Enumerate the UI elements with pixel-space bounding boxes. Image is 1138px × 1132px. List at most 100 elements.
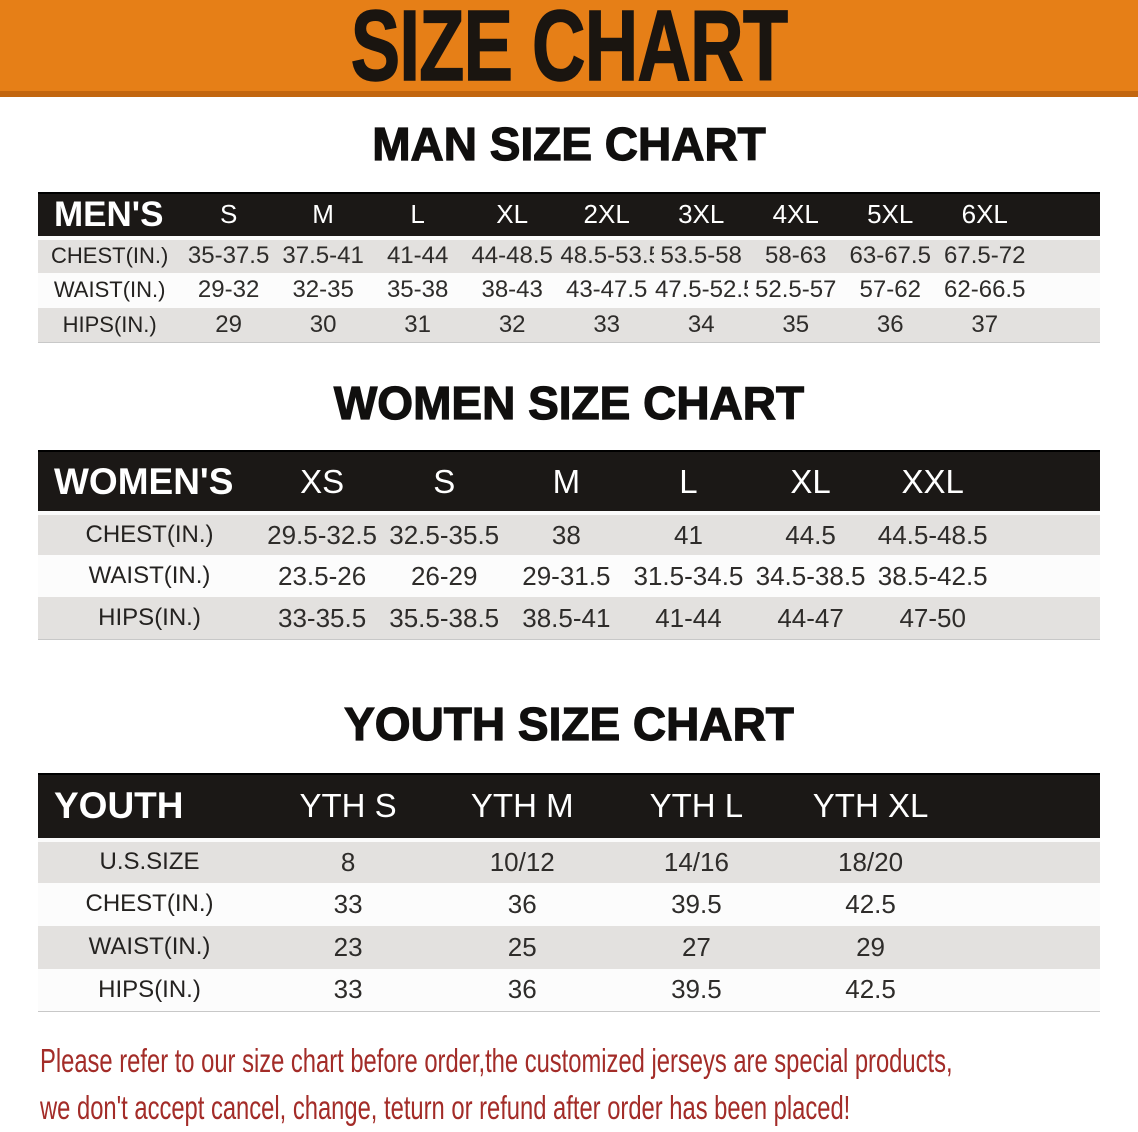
header-filler-cell	[957, 772, 1100, 841]
size-column-header: 3XL	[653, 191, 749, 239]
size-column-header: 5XL	[842, 191, 938, 239]
measurement-value: 34.5-38.5	[749, 555, 872, 598]
measurement-label: WAIST(IN.)	[38, 555, 262, 598]
measurement-label: CHEST(IN.)	[38, 882, 262, 926]
row-filler-cell	[1032, 307, 1100, 344]
measurement-value: 35	[748, 307, 843, 344]
measurement-value: 18/20	[783, 837, 958, 883]
youth-section: YOUTH SIZE CHART YOUTH YTH S YTH M YTH L YTH…	[38, 697, 1100, 1013]
measurement-value: 67.5-72	[937, 235, 1032, 273]
measurement-value: 36	[435, 968, 610, 1013]
women-section: WOMEN SIZE CHART WOMEN'S XS S M L XL XXL CHEST(…	[38, 377, 1100, 640]
size-table-header-row: YOUTH YTH S YTH M YTH L YTH XL	[38, 772, 1100, 841]
measurement-label: HIPS(IN.)	[38, 597, 262, 640]
measurement-value: 29	[783, 925, 958, 969]
measurement-label: CHEST(IN.)	[38, 235, 182, 273]
header-filler-cell	[993, 450, 1100, 515]
measurement-row: CHEST(IN.) 35-37.5 37.5-41 41-44 44-48.5 48.5…	[38, 235, 1100, 273]
men-section-heading: MAN SIZE CHART	[372, 117, 767, 170]
measurement-value: 23.5-26	[261, 555, 384, 598]
measurement-value: 44.5	[749, 511, 872, 556]
measurement-value: 38	[505, 511, 628, 556]
measurement-value: 42.5	[783, 968, 958, 1013]
row-filler-cell	[993, 511, 1100, 556]
measurement-row: WAIST(IN.) 23 25 27 29	[38, 925, 1100, 969]
measurement-label: WAIST(IN.)	[38, 925, 262, 969]
size-column-header: M	[275, 191, 371, 239]
measurement-value: 32-35	[275, 272, 371, 308]
measurement-value: 41-44	[370, 235, 465, 273]
size-column-header: S	[383, 450, 506, 515]
row-filler-cell	[993, 597, 1100, 640]
measurement-value: 36	[842, 307, 938, 344]
banner-title: SIZE CHART	[350, 0, 788, 102]
men-section: MAN SIZE CHART MEN'S S M L XL 2XL 3XL 4XL 5XL 6XL…	[38, 117, 1100, 344]
measurement-value: 26-29	[383, 555, 506, 598]
measurement-value: 38.5-41	[505, 597, 628, 640]
measurement-value: 33	[261, 968, 436, 1013]
measurement-value: 44.5-48.5	[871, 511, 994, 556]
measurement-value: 32.5-35.5	[383, 511, 506, 556]
measurement-value: 29-32	[181, 272, 276, 308]
measurement-value: 52.5-57	[748, 272, 843, 308]
measurement-value: 10/12	[435, 837, 610, 883]
measurement-value: 32	[464, 307, 560, 344]
size-column-header: YTH S	[261, 772, 436, 841]
size-column-header: XXL	[871, 450, 994, 515]
size-column-header: 2XL	[559, 191, 654, 239]
size-column-header: M	[505, 450, 628, 515]
measurement-value: 23	[261, 925, 436, 969]
measurement-value: 41-44	[627, 597, 750, 640]
table-title-cell: WOMEN'S	[38, 450, 262, 515]
size-column-header: L	[627, 450, 750, 515]
measurement-row: CHEST(IN.) 33 36 39.5 42.5	[38, 882, 1100, 926]
measurement-value: 14/16	[609, 837, 784, 883]
measurement-value: 30	[275, 307, 371, 344]
measurement-value: 57-62	[842, 272, 938, 308]
measurement-label: WAIST(IN.)	[38, 272, 182, 308]
measurement-value: 31	[370, 307, 465, 344]
measurement-value: 33	[261, 882, 436, 926]
measurement-value: 48.5-53.5	[559, 235, 654, 273]
measurement-value: 33	[559, 307, 654, 344]
measurement-row: U.S.SIZE 8 10/12 14/16 18/20	[38, 837, 1100, 883]
measurement-value: 29.5-32.5	[261, 511, 384, 556]
row-filler-cell	[957, 837, 1100, 883]
measurement-label: HIPS(IN.)	[38, 307, 182, 344]
measurement-value: 43-47.5	[559, 272, 654, 308]
size-column-header: 4XL	[748, 191, 843, 239]
women-section-heading: WOMEN SIZE CHART	[333, 377, 805, 430]
measurement-value: 39.5	[609, 968, 784, 1013]
size-table-header-row: WOMEN'S XS S M L XL XXL	[38, 450, 1100, 515]
measurement-value: 36	[435, 882, 610, 926]
row-filler-cell	[957, 882, 1100, 926]
measurement-value: 38-43	[464, 272, 560, 308]
row-filler-cell	[993, 555, 1100, 598]
size-table-header-row: MEN'S S M L XL 2XL 3XL 4XL 5XL 6XL	[38, 191, 1100, 239]
size-column-header: YTH XL	[783, 772, 958, 841]
measurement-value: 63-67.5	[842, 235, 938, 273]
measurement-row: CHEST(IN.) 29.5-32.5 32.5-35.5 38 41 44.5 44.5…	[38, 511, 1100, 556]
size-column-header: S	[181, 191, 276, 239]
youth-size-table: YOUTH YTH S YTH M YTH L YTH XL U.S.SIZE 8 10/12…	[38, 772, 1100, 1013]
disclaimer-line-1: Please refer to our size chart before or…	[40, 1042, 953, 1080]
size-chart-banner: SIZE CHART	[0, 0, 1138, 97]
measurement-row: WAIST(IN.) 29-32 32-35 35-38 38-43 43-47.5 47.…	[38, 272, 1100, 308]
measurement-row: HIPS(IN.) 33-35.5 35.5-38.5 38.5-41 41-44 44-…	[38, 597, 1100, 640]
disclaimer-line-2: we don't accept cancel, change, teturn o…	[40, 1089, 851, 1127]
size-column-header: XL	[464, 191, 560, 239]
measurement-label: U.S.SIZE	[38, 837, 262, 883]
measurement-label: HIPS(IN.)	[38, 968, 262, 1013]
women-size-table: WOMEN'S XS S M L XL XXL CHEST(IN.) 29.5-32.5 32.5…	[38, 450, 1100, 640]
measurement-value: 35-37.5	[181, 235, 276, 273]
measurement-row: HIPS(IN.) 29 30 31 32 33 34 35 36 37	[38, 307, 1100, 344]
men-size-table: MEN'S S M L XL 2XL 3XL 4XL 5XL 6XL CHEST(IN.) 35-37…	[38, 191, 1100, 344]
measurement-row: HIPS(IN.) 33 36 39.5 42.5	[38, 968, 1100, 1013]
measurement-value: 62-66.5	[937, 272, 1032, 308]
size-column-header: YTH M	[435, 772, 610, 841]
size-column-header: XS	[261, 450, 384, 515]
measurement-value: 39.5	[609, 882, 784, 926]
measurement-value: 33-35.5	[261, 597, 384, 640]
header-filler-cell	[1032, 191, 1100, 239]
